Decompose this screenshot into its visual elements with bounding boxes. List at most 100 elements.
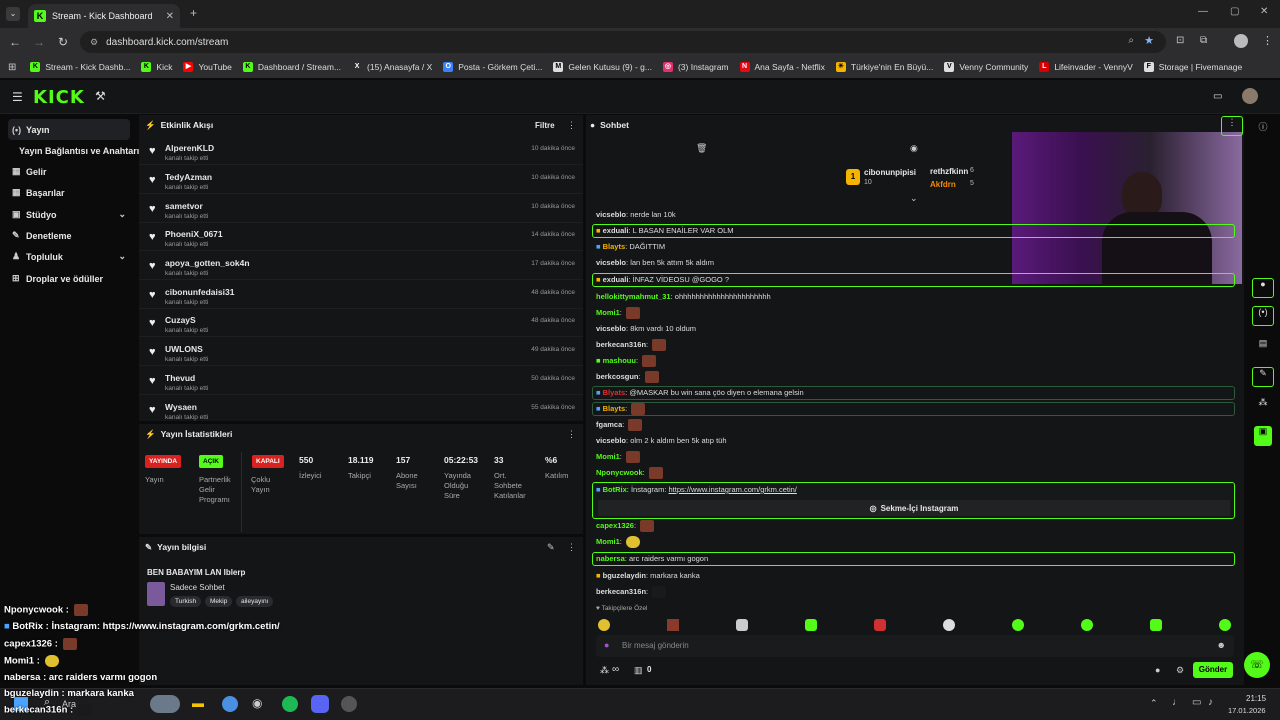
sidebar-item-denetleme[interactable]: ✎ Denetleme	[8, 225, 130, 246]
layout-rail-icon[interactable]: ▤	[1258, 338, 1268, 348]
sidebar-item-stream-key[interactable]: Yayın Bağlantısı ve Anahtarı	[15, 140, 139, 161]
filter-button[interactable]: Filtre	[535, 121, 555, 130]
sidebar-item-basarilar[interactable]: ▦ Başarılar	[8, 182, 130, 203]
tag[interactable]: aileyayını	[236, 596, 274, 607]
bookmark-star-icon[interactable]: ★	[1144, 35, 1154, 47]
info-menu-icon[interactable]: ⋮	[567, 542, 576, 552]
emote-icon[interactable]	[667, 619, 679, 631]
chat-input[interactable]: ● Bir mesaj gönderin ☻	[596, 635, 1234, 657]
top-gifter-name[interactable]: rethzfkinn	[930, 167, 969, 176]
forward-icon[interactable]: →	[33, 35, 45, 49]
activity-user[interactable]: Wysaen	[165, 402, 197, 412]
chat-username[interactable]: bguzelaydin	[602, 571, 646, 580]
chat-settings-icon[interactable]: ◉	[910, 143, 918, 153]
profile-avatar[interactable]	[1234, 34, 1248, 48]
emote-icon[interactable]	[1081, 619, 1093, 631]
back-icon[interactable]: ←	[9, 35, 21, 49]
chat-username[interactable]: berkecan316n	[596, 340, 647, 349]
reload-icon[interactable]: ↻	[57, 35, 69, 49]
trash-icon[interactable]: 🗑︎	[696, 143, 708, 153]
extension-icon[interactable]: ⊡	[1176, 35, 1185, 46]
info-icon[interactable]: ⓘ	[1258, 122, 1268, 132]
maximize-icon[interactable]: ▢	[1230, 6, 1240, 17]
bookmark-item[interactable]: X (15) Anasayfa / X	[352, 62, 432, 72]
search-icon[interactable]: ⌕	[44, 696, 51, 708]
activity-user[interactable]: CuzayS	[165, 315, 196, 325]
bookmark-item[interactable]: K Stream - Kick Dashb...	[30, 62, 130, 72]
chat-username[interactable]: exduali	[602, 275, 629, 284]
bookmark-item[interactable]: F Storage | Fivemanage	[1143, 62, 1242, 72]
site-info-icon[interactable]: ⚙	[90, 36, 99, 47]
edit-icon[interactable]: ✎	[547, 542, 555, 552]
chat-username[interactable]: fgamca	[596, 420, 623, 429]
top-gifter-name[interactable]: Akfdrn	[930, 180, 956, 189]
activity-user[interactable]: apoya_gotten_sok4n	[165, 258, 250, 268]
activity-user[interactable]: sametvor	[165, 201, 203, 211]
chat-username[interactable]: Momi1	[596, 537, 620, 546]
volume-tray-icon[interactable]: ♪	[1208, 697, 1213, 708]
chat-username[interactable]: berkcosgun	[596, 372, 639, 381]
tab-close-icon[interactable]: ✕	[165, 10, 174, 22]
emote-icon[interactable]	[874, 619, 886, 631]
file-explorer-icon[interactable]: ▬	[192, 696, 204, 710]
top-gifter-name[interactable]: cibonunpipisi	[864, 168, 916, 177]
tag[interactable]: Mekip	[205, 596, 233, 607]
close-window-icon[interactable]: ✕	[1260, 6, 1269, 17]
emote-icon[interactable]	[598, 619, 610, 631]
chat-username[interactable]: berkecan316n	[596, 587, 647, 596]
chat-options-icon[interactable]: ⋮	[1221, 116, 1243, 136]
tray-chevron-icon[interactable]: ⌃	[1150, 698, 1158, 708]
tool-icon[interactable]: ⚒	[95, 89, 106, 103]
activity-user[interactable]: cibonunfedaisi31	[165, 287, 235, 297]
send-button[interactable]: Gönder	[1193, 662, 1233, 678]
chat-username[interactable]: hellokittymahmut_31	[596, 292, 671, 301]
chat-username[interactable]: vicseblo	[596, 258, 627, 267]
activity-user[interactable]: AlperenKLD	[165, 143, 215, 153]
discord-icon[interactable]	[311, 695, 329, 713]
emote-icon[interactable]	[1219, 619, 1231, 631]
bookmark-item[interactable]: K Dashboard / Stream...	[242, 62, 341, 72]
chat-rail-icon[interactable]: ●	[1252, 278, 1274, 298]
zoom-icon[interactable]: ⌕	[1128, 35, 1134, 46]
sidebar-item-studyo[interactable]: ▣ Stüdyo ⌄	[8, 204, 130, 225]
activity-user[interactable]: PhoeniX_0671	[165, 229, 223, 239]
hamburger-menu-icon[interactable]: ☰	[12, 90, 23, 104]
chat-username[interactable]: vicseblo	[596, 436, 627, 445]
mic-icon[interactable]: ●	[604, 640, 610, 650]
activity-user[interactable]: UWLONS	[165, 344, 203, 354]
clock-time[interactable]: 21:15	[1246, 694, 1267, 703]
chat-username[interactable]: BotRix	[602, 485, 627, 494]
broadcast-rail-icon[interactable]: (•)	[1252, 306, 1274, 326]
emote-icon[interactable]	[1012, 619, 1024, 631]
chat-username[interactable]: Nponycwook	[596, 468, 643, 477]
puzzle-icon[interactable]: ⧉	[1200, 35, 1208, 46]
display-tray-icon[interactable]: ▭	[1192, 697, 1202, 708]
taskbar-search-label[interactable]: Ara	[62, 699, 77, 709]
bookmark-item[interactable]: M Gelen Kutusu (9) - g...	[553, 62, 652, 72]
chat-username[interactable]: exduali	[602, 226, 629, 235]
help-chat-icon[interactable]: ☏	[1244, 652, 1270, 678]
bookmark-item[interactable]: O Posta - Görkem Çeti...	[443, 62, 542, 72]
bookmark-item[interactable]: L Lifeinvader - VennyV	[1039, 62, 1133, 72]
sidebar-item-yayin[interactable]: (•) Yayın	[8, 119, 130, 140]
steam-icon[interactable]: ◉	[252, 696, 263, 710]
chat-username[interactable]: Blyats	[602, 388, 626, 397]
chat-username[interactable]: vicseblo	[596, 324, 627, 333]
activity-menu-icon[interactable]: ⋮	[567, 120, 576, 130]
apps-grid-icon[interactable]: ⊞	[8, 61, 17, 73]
bookmark-item[interactable]: ◎ (3) Instagram	[662, 62, 729, 72]
sidebar-item-droplar[interactable]: ⊞ Droplar ve ödüller	[8, 268, 130, 289]
windows-start-icon[interactable]	[14, 697, 28, 711]
activity-user[interactable]: TedyAzman	[165, 172, 213, 182]
chat-username[interactable]: vicseblo	[596, 210, 627, 219]
mic-tray-icon[interactable]: ♩	[1172, 697, 1182, 708]
nodes-rail-icon[interactable]: ⁂	[1258, 397, 1268, 407]
kick-logo[interactable]: KICK	[33, 87, 85, 108]
emote-icon[interactable]	[943, 619, 955, 631]
emoji-icon[interactable]: ☻	[1216, 640, 1226, 650]
gift-icon[interactable]: ▥	[634, 665, 643, 675]
clock-date[interactable]: 17.01.2026	[1228, 706, 1266, 715]
minimize-icon[interactable]: —	[1198, 6, 1208, 17]
chat-username[interactable]: capex1326	[596, 521, 634, 530]
bookmark-item[interactable]: V Venny Community	[944, 62, 1028, 72]
